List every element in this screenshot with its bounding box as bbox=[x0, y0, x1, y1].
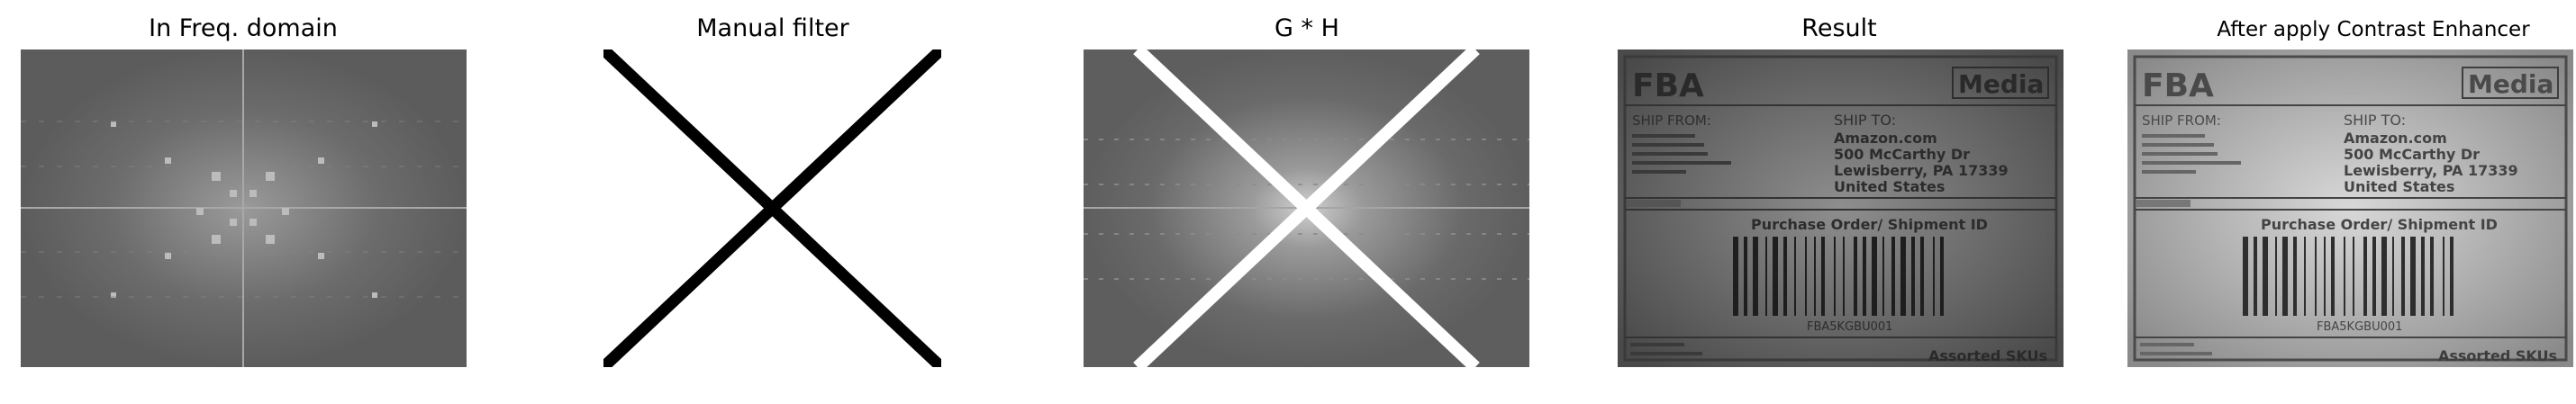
label-to-line-3: Lewisberry, PA 17339 bbox=[1834, 162, 2009, 179]
enhanced-label-ship-from: SHIP FROM: bbox=[2142, 112, 2221, 129]
enhanced-label-ship-to: SHIP TO: bbox=[2344, 112, 2406, 129]
label-media: Media bbox=[1958, 69, 2044, 99]
panel-title-gh: G * H bbox=[1274, 14, 1339, 42]
barcode-bar bbox=[2254, 237, 2257, 316]
frequency-spectrum-image bbox=[21, 49, 467, 367]
barcode-bar bbox=[1733, 237, 1738, 316]
enhanced-label-to-line-4: United States bbox=[2344, 178, 2454, 195]
manual-filter-image bbox=[603, 49, 941, 367]
barcode-bar bbox=[2443, 237, 2444, 316]
barcode-bar bbox=[1940, 237, 1944, 316]
barcode-bar bbox=[1920, 237, 1924, 316]
barcode-bar bbox=[2315, 237, 2317, 316]
barcode-bar bbox=[1882, 237, 1884, 316]
label-barcode-id: FBA5KGBU001 bbox=[1807, 320, 1892, 334]
barcode-bar bbox=[1854, 237, 1857, 316]
label-ship-to: SHIP TO: bbox=[1834, 112, 1896, 129]
barcode-bar bbox=[1773, 237, 1778, 316]
enhanced-label-barcode-id: FBA5KGBU001 bbox=[2317, 320, 2402, 334]
barcode-bar bbox=[1753, 237, 1758, 316]
barcode-bar bbox=[1834, 237, 1836, 316]
barcode-bar bbox=[1863, 237, 1866, 316]
barcode-bar bbox=[1911, 237, 1915, 316]
label-to-line-1: Amazon.com bbox=[1834, 130, 1937, 147]
barcode-bar bbox=[1843, 237, 1845, 316]
barcode-bar bbox=[1814, 237, 1816, 316]
barcode-bar bbox=[1805, 237, 1807, 316]
label-skus: Assorted SKUs bbox=[1928, 347, 2047, 364]
barcode-bar bbox=[1744, 237, 1747, 316]
barcode-bar bbox=[2275, 237, 2277, 316]
panel-title-enhanced: After apply Contrast Enhancer bbox=[2217, 18, 2530, 41]
barcode-bar bbox=[2282, 237, 2288, 316]
barcode-bar bbox=[1900, 237, 1906, 316]
label-to-line-4: United States bbox=[1834, 178, 1945, 195]
enhanced-label-image: FBA Media SHIP FROM: SHIP TO: Amazon.com… bbox=[2127, 49, 2573, 367]
barcode-bar bbox=[1765, 237, 1767, 316]
barcode-bar bbox=[1933, 237, 1935, 316]
panel-title-filter: Manual filter bbox=[696, 14, 849, 42]
barcode-bar bbox=[2381, 237, 2387, 316]
barcode-bar bbox=[2392, 237, 2394, 316]
barcode-bar bbox=[2450, 237, 2454, 316]
barcode-bar bbox=[2353, 237, 2354, 316]
barcode-bar bbox=[1783, 237, 1787, 316]
result-label-image: FBA Media SHIP FROM: SHIP TO: Amazon.com… bbox=[1618, 49, 2064, 367]
barcode-bar bbox=[2372, 237, 2376, 316]
barcode-bar bbox=[2401, 237, 2405, 316]
barcode-bar bbox=[2304, 237, 2306, 316]
label-to-line-2: 500 McCarthy Dr bbox=[1834, 146, 1970, 163]
label-ship-from: SHIP FROM: bbox=[1632, 112, 1711, 129]
gh-product-image bbox=[1084, 49, 1529, 367]
enhanced-label-skus: Assorted SKUs bbox=[2438, 347, 2557, 364]
barcode-bar bbox=[2243, 237, 2248, 316]
barcode-bar bbox=[2293, 237, 2297, 316]
barcode-bar bbox=[1794, 237, 1796, 316]
barcode-bar bbox=[2410, 237, 2416, 316]
barcode-bar bbox=[1821, 237, 1825, 316]
enhanced-label-brand: FBA bbox=[2142, 67, 2214, 104]
barcode-bar bbox=[2430, 237, 2434, 316]
label-po-title: Purchase Order/ Shipment ID bbox=[1751, 216, 1988, 233]
enhanced-label-to-line-2: 500 McCarthy Dr bbox=[2344, 146, 2480, 163]
barcode-bar bbox=[2421, 237, 2425, 316]
enhanced-label-to-line-3: Lewisberry, PA 17339 bbox=[2344, 162, 2518, 179]
barcode-bar bbox=[2263, 237, 2268, 316]
panel-title-result: Result bbox=[1801, 14, 1877, 42]
barcode-bar bbox=[1891, 237, 1895, 316]
barcode-bar bbox=[2324, 237, 2326, 316]
enhanced-label-to-line-1: Amazon.com bbox=[2344, 130, 2447, 147]
barcode-bar bbox=[2331, 237, 2335, 316]
enhanced-label-po-title: Purchase Order/ Shipment ID bbox=[2261, 216, 2498, 233]
barcode-bar bbox=[2363, 237, 2367, 316]
enhanced-label-media: Media bbox=[2468, 69, 2553, 99]
barcode-bar bbox=[1872, 237, 1877, 316]
label-brand: FBA bbox=[1632, 67, 1704, 104]
barcode-bar bbox=[2344, 237, 2345, 316]
panel-title-freq: In Freq. domain bbox=[149, 14, 338, 42]
